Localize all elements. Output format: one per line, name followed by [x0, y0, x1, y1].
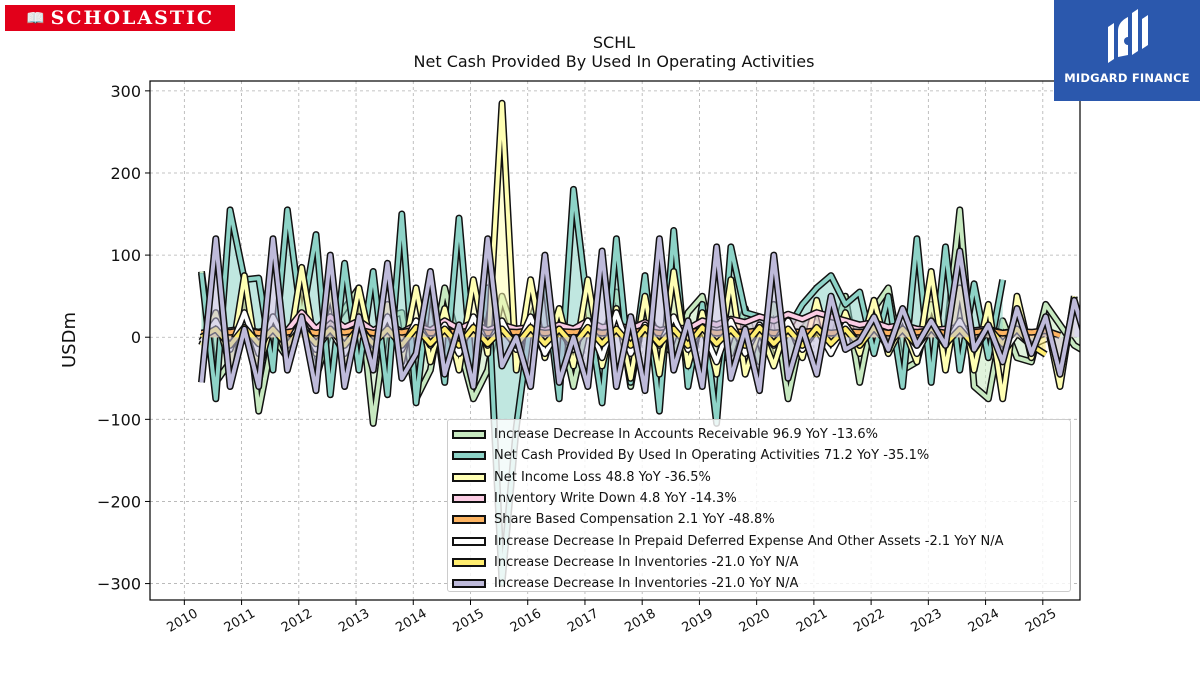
legend-swatch — [452, 494, 486, 504]
midgard-finance-logo: MIDGARD FINANCE — [1054, 0, 1200, 101]
legend-label: Share Based Compensation 2.1 YoY -48.8% — [494, 512, 775, 528]
y-axis-label: USDm — [59, 312, 80, 368]
y-tick-label: 300 — [110, 82, 141, 101]
x-tick-label: 2016 — [508, 606, 544, 636]
plot-frame — [149, 80, 1081, 601]
legend-item: Increase Decrease In Inventories -21.0 Y… — [448, 552, 1070, 573]
x-tick-label: 2015 — [451, 606, 487, 636]
y-tick-label: 200 — [110, 164, 141, 183]
series-line-8 — [199, 236, 1080, 393]
x-tick-label: 2021 — [794, 606, 830, 636]
legend-item: Net Income Loss 48.8 YoY -36.5% — [448, 467, 1070, 488]
x-tick-label: 2014 — [393, 606, 429, 636]
scholastic-logo-text: SCHOLASTIC — [50, 7, 214, 29]
x-tick-label: 2019 — [680, 606, 716, 636]
legend-item: Inventory Write Down 4.8 YoY -14.3% — [448, 488, 1070, 509]
x-tick-label: 2018 — [622, 606, 658, 636]
y-tick-label: 0 — [131, 328, 141, 347]
legend-label: Net Income Loss 48.8 YoY -36.5% — [494, 469, 711, 485]
midgard-logo-text: MIDGARD FINANCE — [1064, 71, 1190, 85]
chart-legend: Increase Decrease In Accounts Receivable… — [447, 419, 1071, 592]
legend-item: Increase Decrease In Inventories -21.0 Y… — [448, 573, 1070, 594]
legend-swatch — [452, 430, 486, 440]
legend-label: Increase Decrease In Prepaid Deferred Ex… — [494, 533, 1004, 549]
x-tick-label: 2011 — [222, 606, 258, 636]
x-tick-label: 2022 — [851, 606, 887, 636]
x-tick-label: 2010 — [165, 606, 201, 636]
x-tick-label: 2012 — [279, 606, 315, 636]
chart-title: SCHL — [593, 33, 635, 52]
y-tick-label: −100 — [97, 410, 141, 429]
legend-swatch — [452, 472, 486, 482]
x-axis: 2010 2011 2012 2013 2014 2015 2016 2017 2018 2019… — [165, 600, 1059, 636]
y-tick-label: 100 — [110, 246, 141, 265]
x-tick-label: 2024 — [966, 606, 1002, 636]
x-tick-label: 2025 — [1023, 606, 1059, 636]
legend-label: Increase Decrease In Inventories -21.0 Y… — [494, 554, 799, 570]
book-icon: 📖 — [25, 9, 45, 27]
legend-swatch — [452, 451, 486, 461]
x-tick-label: 2020 — [737, 606, 773, 636]
legend-swatch — [452, 579, 486, 589]
legend-label: Net Cash Provided By Used In Operating A… — [494, 448, 930, 464]
legend-label: Increase Decrease In Accounts Receivable… — [494, 427, 878, 443]
x-tick-label: 2017 — [565, 606, 601, 636]
legend-swatch — [452, 557, 486, 567]
x-tick-label: 2013 — [336, 606, 372, 636]
legend-swatch — [452, 536, 486, 546]
y-tick-label: −200 — [97, 492, 141, 511]
legend-label: Inventory Write Down 4.8 YoY -14.3% — [494, 491, 737, 507]
midgard-emblem-icon — [1108, 9, 1148, 63]
legend-item: Net Cash Provided By Used In Operating A… — [448, 445, 1070, 466]
legend-label: Increase Decrease In Inventories -21.0 Y… — [494, 576, 799, 592]
legend-item: Increase Decrease In Prepaid Deferred Ex… — [448, 530, 1070, 551]
y-tick-label: −300 — [97, 575, 141, 594]
legend-item: Share Based Compensation 2.1 YoY -48.8% — [448, 509, 1070, 530]
scholastic-logo: 📖 SCHOLASTIC — [5, 5, 235, 31]
legend-swatch — [452, 515, 486, 525]
x-tick-label: 2023 — [909, 606, 945, 636]
y-axis: −300 −200 −100 0 100 200 300 — [97, 82, 150, 594]
plot-series — [198, 99, 1080, 588]
legend-item: Increase Decrease In Accounts Receivable… — [448, 424, 1070, 445]
chart-subtitle: Net Cash Provided By Used In Operating A… — [414, 52, 815, 71]
